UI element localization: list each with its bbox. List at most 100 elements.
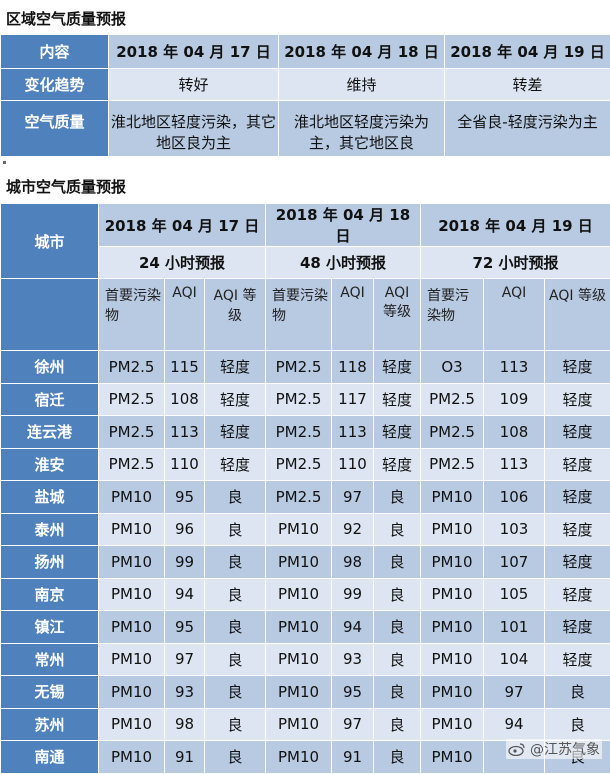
level-day-2: 良 bbox=[374, 741, 421, 774]
aqi-day-2: 97 bbox=[332, 708, 374, 741]
city-name: 徐州 bbox=[1, 351, 99, 384]
aqi-day-1: 95 bbox=[165, 611, 205, 644]
aqi-day-3: 106 bbox=[484, 481, 545, 514]
trend-day-1: 转好 bbox=[109, 69, 279, 101]
aqi-day-2: 91 bbox=[332, 741, 374, 774]
pollutant-day-1: PM10 bbox=[99, 741, 165, 774]
pollutant-day-2: PM2.5 bbox=[266, 351, 332, 384]
level-day-1: 轻度 bbox=[205, 351, 266, 384]
aqi-day-1: 94 bbox=[165, 578, 205, 611]
pollutant-day-3: O3 bbox=[421, 351, 484, 384]
level-day-1: 良 bbox=[205, 741, 266, 774]
aqi-day-1: 91 bbox=[165, 741, 205, 774]
aqi-day-2: 118 bbox=[332, 351, 374, 384]
regional-col-header: 内容 bbox=[1, 35, 109, 69]
pollutant-day-1: PM10 bbox=[99, 513, 165, 546]
pollutant-day-2: PM10 bbox=[266, 611, 332, 644]
level-day-3: 轻度 bbox=[545, 643, 610, 676]
aqi-day-3: 104 bbox=[484, 643, 545, 676]
pollutant-day-2: PM10 bbox=[266, 708, 332, 741]
aqi-day-3: 108 bbox=[484, 416, 545, 449]
aqi-day-2: 98 bbox=[332, 546, 374, 579]
level-day-3: 轻度 bbox=[545, 416, 610, 449]
aqi-day-2: 93 bbox=[332, 643, 374, 676]
sub-pollutant-3: 首要污染物 bbox=[421, 279, 484, 351]
pollutant-day-1: PM10 bbox=[99, 611, 165, 644]
pollutant-day-2: PM10 bbox=[266, 546, 332, 579]
city-title: 城市空气质量预报 bbox=[0, 172, 610, 202]
period-72h: 72 小时预报 bbox=[421, 247, 610, 279]
aqi-day-1: 108 bbox=[165, 383, 205, 416]
level-day-1: 良 bbox=[205, 481, 266, 514]
aqi-day-1: 113 bbox=[165, 416, 205, 449]
aqi-day-3: 105 bbox=[484, 578, 545, 611]
aqi-day-1: 115 bbox=[165, 351, 205, 384]
level-day-2: 轻度 bbox=[374, 351, 421, 384]
watermark-text: @江苏气象 bbox=[530, 739, 600, 759]
city-name: 宿迁 bbox=[1, 383, 99, 416]
aqi-day-2: 97 bbox=[332, 481, 374, 514]
sub-aqi-3: AQI bbox=[484, 279, 545, 351]
aqi-day-3: 109 bbox=[484, 383, 545, 416]
level-day-2: 良 bbox=[374, 513, 421, 546]
pollutant-day-2: PM2.5 bbox=[266, 448, 332, 481]
city-name: 泰州 bbox=[1, 513, 99, 546]
aqi-day-1: 99 bbox=[165, 546, 205, 579]
aqi-day-1: 95 bbox=[165, 481, 205, 514]
aqi-day-2: 94 bbox=[332, 611, 374, 644]
aqi-day-1: 96 bbox=[165, 513, 205, 546]
quality-label: 空气质量 bbox=[1, 101, 109, 157]
sub-aqi-2: AQI bbox=[332, 279, 374, 351]
level-day-3: 轻度 bbox=[545, 513, 610, 546]
pollutant-day-1: PM10 bbox=[99, 676, 165, 709]
trend-label: 变化趋势 bbox=[1, 69, 109, 101]
regional-date-3: 2018 年 04 月 19 日 bbox=[445, 35, 610, 69]
city-name: 无锡 bbox=[1, 676, 99, 709]
city-name: 镇江 bbox=[1, 611, 99, 644]
aqi-day-1: 110 bbox=[165, 448, 205, 481]
aqi-day-2: 117 bbox=[332, 383, 374, 416]
aqi-day-3: 97 bbox=[484, 676, 545, 709]
level-day-2: 良 bbox=[374, 676, 421, 709]
aqi-day-3: 107 bbox=[484, 546, 545, 579]
regional-date-1: 2018 年 04 月 17 日 bbox=[109, 35, 279, 69]
pollutant-day-3: PM10 bbox=[421, 643, 484, 676]
sub-pollutant-1: 首要污染物 bbox=[99, 279, 165, 351]
pollutant-day-1: PM10 bbox=[99, 546, 165, 579]
level-day-3: 轻度 bbox=[545, 611, 610, 644]
pollutant-day-3: PM2.5 bbox=[421, 383, 484, 416]
pollutant-day-3: PM10 bbox=[421, 513, 484, 546]
pollutant-day-3: PM10 bbox=[421, 546, 484, 579]
city-name: 南通 bbox=[1, 741, 99, 774]
city-name: 淮安 bbox=[1, 448, 99, 481]
city-date-2: 2018 年 04 月 18 日 bbox=[266, 204, 421, 247]
pollutant-day-2: PM10 bbox=[266, 578, 332, 611]
pollutant-day-2: PM2.5 bbox=[266, 383, 332, 416]
city-table: 城市 2018 年 04 月 17 日 2018 年 04 月 18 日 201… bbox=[0, 203, 610, 774]
aqi-day-3: 113 bbox=[484, 351, 545, 384]
quality-day-1: 淮北地区轻度污染，其它地区良为主 bbox=[109, 101, 279, 157]
regional-title: 区域空气质量预报 bbox=[0, 4, 610, 34]
city-date-3: 2018 年 04 月 19 日 bbox=[421, 204, 610, 247]
level-day-1: 轻度 bbox=[205, 383, 266, 416]
city-name: 苏州 bbox=[1, 708, 99, 741]
pollutant-day-2: PM2.5 bbox=[266, 416, 332, 449]
pollutant-day-3: PM10 bbox=[421, 611, 484, 644]
sub-level-2: AQI 等级 bbox=[374, 279, 421, 351]
pollutant-day-3: PM10 bbox=[421, 676, 484, 709]
level-day-1: 轻度 bbox=[205, 448, 266, 481]
level-day-3: 轻度 bbox=[545, 448, 610, 481]
sub-pollutant-2: 首要污染物 bbox=[266, 279, 332, 351]
aqi-day-2: 92 bbox=[332, 513, 374, 546]
quality-day-2: 淮北地区轻度污染为主，其它地区良 bbox=[279, 101, 445, 157]
